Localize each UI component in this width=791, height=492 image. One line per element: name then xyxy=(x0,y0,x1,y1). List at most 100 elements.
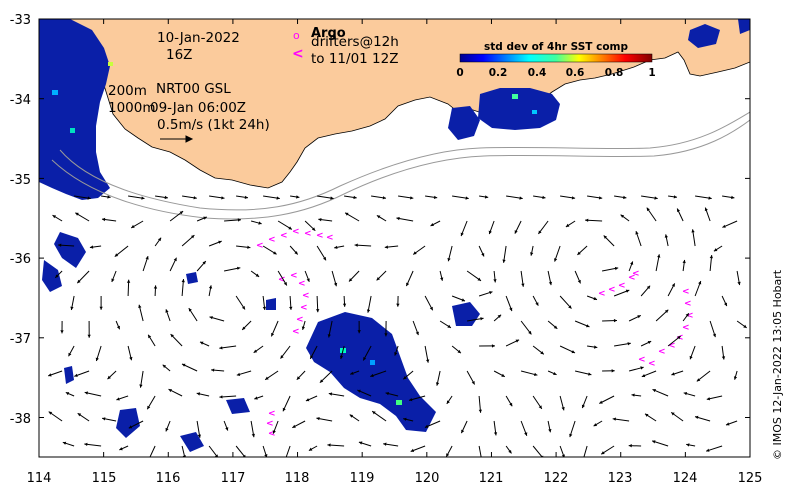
current-arrow-head xyxy=(116,397,120,401)
current-arrow-head xyxy=(493,279,497,283)
drifter-marker: < xyxy=(686,311,694,321)
current-arrow-head xyxy=(162,364,167,368)
current-arrow-head xyxy=(709,255,713,259)
current-arrow-head xyxy=(593,423,598,427)
current-arrow-head xyxy=(484,195,489,199)
isobath-200m xyxy=(59,111,750,211)
current-arrow-head xyxy=(292,424,296,428)
current-arrow-head xyxy=(478,409,482,413)
current-arrow-head xyxy=(508,450,512,454)
y-tick-label: -35 xyxy=(10,173,31,188)
current-arrow-head xyxy=(461,298,465,302)
current-arrow-head xyxy=(181,279,185,283)
drifter-marker: < xyxy=(268,409,276,419)
current-arrow-head xyxy=(646,285,651,290)
current-arrow-head xyxy=(433,195,438,199)
current-arrow-head xyxy=(280,355,284,359)
drifter-marker: < xyxy=(668,341,676,351)
current-arrow-head xyxy=(372,411,376,415)
depth-1000-label: 1000m xyxy=(108,100,156,116)
current-arrow-head xyxy=(318,218,322,222)
current-arrow-head xyxy=(548,281,553,286)
current-arrow-head xyxy=(413,251,417,255)
x-tick-label: 120 xyxy=(415,471,440,486)
drifter-marker: < xyxy=(682,323,690,333)
current-arrow-head xyxy=(296,376,301,380)
current-arrow-head xyxy=(542,195,546,200)
current-arrow-head xyxy=(84,391,88,395)
current-arrow-head xyxy=(242,326,246,330)
current-arrow-head xyxy=(582,457,585,460)
current-arrow-head xyxy=(319,379,324,383)
current-arrow-head xyxy=(328,392,333,396)
current-arrow-head xyxy=(89,245,94,249)
current-arrow-head xyxy=(48,411,53,415)
current-arrow-head xyxy=(247,245,251,249)
current-arrow-head xyxy=(200,341,204,345)
current-arrow-head xyxy=(95,357,99,361)
current-arrow-head xyxy=(139,384,143,388)
current-arrow-head xyxy=(52,215,56,219)
current-arrow-head xyxy=(310,355,314,359)
current-arrow-head xyxy=(58,243,62,247)
current-arrow-head xyxy=(70,306,74,310)
drifters-label-line2: to 11/01 12Z xyxy=(311,51,398,67)
current-arrow-head xyxy=(271,332,275,337)
current-arrow-head xyxy=(221,196,225,200)
current-arrow-head xyxy=(554,258,558,262)
current-arrow xyxy=(285,445,291,457)
current-arrow-head xyxy=(77,279,81,284)
current-arrow-head xyxy=(193,196,197,200)
current-arrow-head xyxy=(316,309,320,313)
current-arrow-head xyxy=(131,224,135,228)
current-arrow-head xyxy=(191,235,195,239)
current-arrow-head xyxy=(219,346,223,350)
current-arrow-head xyxy=(165,309,169,313)
current-arrow-head xyxy=(99,306,103,310)
current-arrow-head xyxy=(446,400,450,404)
current-arrow-head xyxy=(593,296,597,301)
hour-label: 16Z xyxy=(166,47,192,63)
current-arrow-head xyxy=(623,195,627,200)
current-arrow-head xyxy=(657,254,661,258)
current-arrow-head xyxy=(712,333,716,338)
current-arrow-head xyxy=(333,282,338,287)
current-arrow-head xyxy=(509,402,513,407)
x-tick-label: 116 xyxy=(156,471,181,486)
current-arrow-head xyxy=(294,251,298,255)
current-arrow-head xyxy=(530,252,534,256)
drifter-marker: < xyxy=(278,275,286,285)
isobath-1000m xyxy=(51,119,750,220)
colorbar-tick: 0.2 xyxy=(489,67,508,79)
colorbar-tick: 0.4 xyxy=(528,67,547,79)
current-arrow-head xyxy=(627,342,631,346)
current-arrow-head xyxy=(673,195,677,199)
current-arrow-head xyxy=(350,371,354,375)
current-arrow-head xyxy=(327,443,331,447)
current-arrow-head xyxy=(141,196,145,200)
current-arrow-head xyxy=(384,333,388,337)
current-arrow-head xyxy=(457,349,461,354)
current-arrow-head xyxy=(571,350,575,354)
current-arrow-head xyxy=(733,376,738,380)
current-arrow-head xyxy=(296,195,300,199)
current-arrow-head xyxy=(403,376,407,380)
colorbar-tick: 0.6 xyxy=(566,67,585,79)
drifter-marker: < xyxy=(618,281,626,291)
current-arrow-head xyxy=(283,282,287,286)
current-arrow-head xyxy=(84,442,88,446)
date-label: 10-Jan-2022 xyxy=(157,30,240,46)
current-arrow-head xyxy=(258,221,262,225)
current-arrow-head xyxy=(491,344,495,348)
drifter-marker: < xyxy=(648,359,656,369)
current-arrow-head xyxy=(153,285,158,289)
current-arrow-head xyxy=(363,357,367,361)
current-arrow-head xyxy=(410,448,415,452)
current-arrow-head xyxy=(48,373,52,377)
current-arrow-head xyxy=(611,369,615,373)
current-arrow-head xyxy=(446,453,450,457)
current-arrow-head xyxy=(179,211,184,215)
current-arrow-head xyxy=(129,356,133,361)
current-arrow-head xyxy=(415,331,419,336)
current-arrow-head xyxy=(273,251,277,255)
